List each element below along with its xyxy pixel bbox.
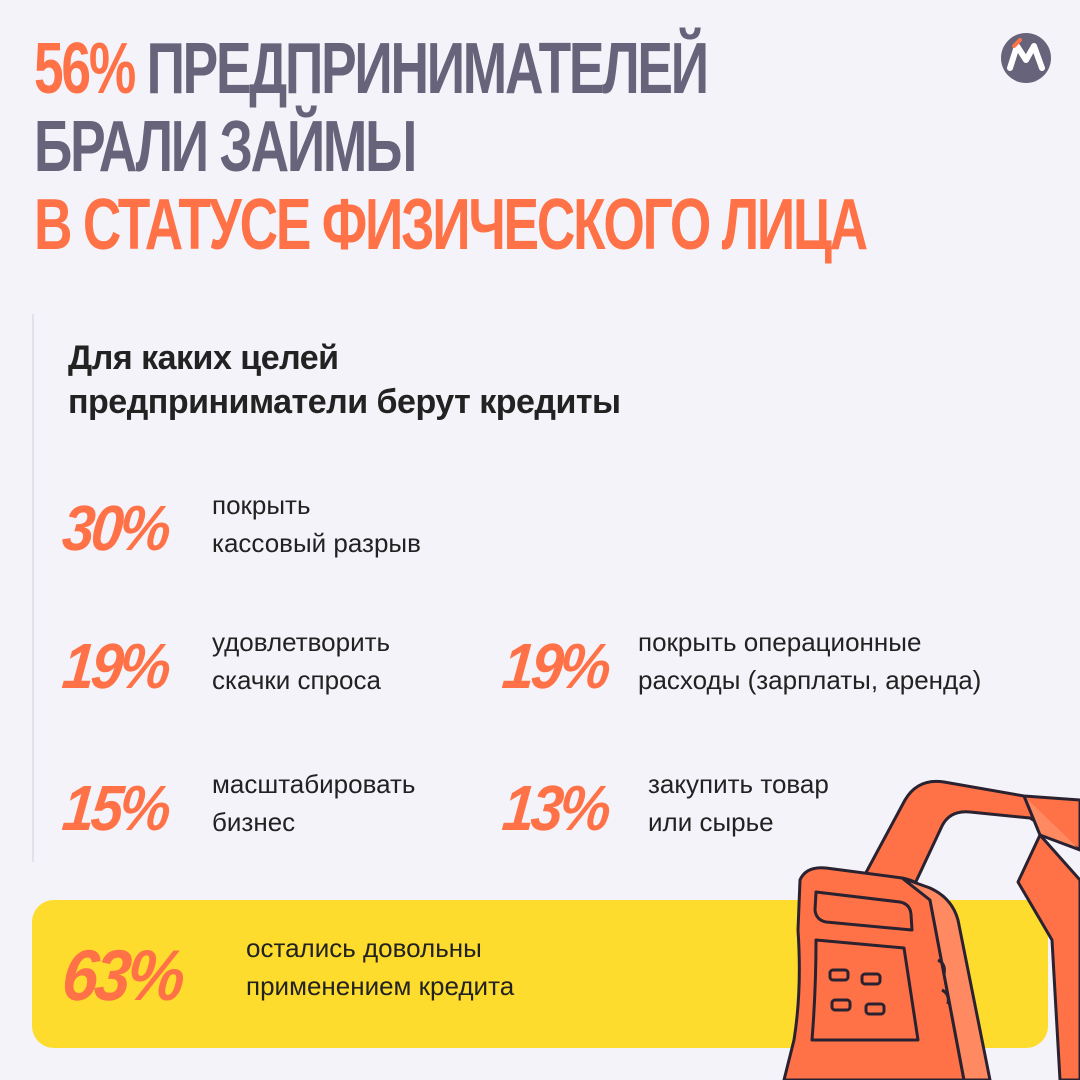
stat-description-line-1: закупить товар	[648, 769, 829, 799]
stat-description-line-1: покрыть	[212, 490, 311, 520]
brand-m-icon	[1001, 33, 1051, 83]
banner-description: остались довольны применением кредита	[246, 929, 514, 1005]
stat-description: закупить товар или сырье	[648, 765, 829, 841]
stat-description: удовлетворить скачки спроса	[212, 623, 390, 699]
headline-line-1-rest: ПРЕДПРИНИМАТЕЛЕЙ	[133, 29, 709, 109]
banner-description-line-1: остались довольны	[246, 933, 482, 963]
section-title-line-1: Для каких целей	[68, 339, 339, 377]
stat-description-line-2: расходы (зарплаты, аренда)	[638, 665, 982, 695]
stat-description-line-2: кассовый разрыв	[212, 528, 421, 558]
stat-description-line-2: или сырье	[648, 807, 774, 837]
stat-description: покрыть операционные расходы (зарплаты, …	[638, 623, 981, 699]
stat-description-line-1: покрыть операционные	[638, 627, 922, 657]
headline: 56% ПРЕДПРИНИМАТЕЛЕЙ БРАЛИ ЗАЙМЫ В СТАТУ…	[34, 30, 868, 265]
stat-description-line-2: бизнес	[212, 807, 296, 837]
stat-description-line-1: удовлетворить	[212, 627, 391, 657]
stat-description: покрыть кассовый разрыв	[212, 486, 421, 562]
stat-description: масштабировать бизнес	[212, 765, 415, 841]
headline-highlight: 56%	[34, 29, 136, 109]
headline-line-3: В СТАТУСЕ ФИЗИЧЕСКОГО ЛИЦА	[34, 185, 868, 265]
headline-line-2: БРАЛИ ЗАЙМЫ	[34, 107, 417, 187]
section-title: Для каких целей предприниматели берут кр…	[68, 336, 621, 424]
headline-line-1: 56% ПРЕДПРИНИМАТЕЛЕЙ	[34, 30, 866, 108]
stat-description-line-2: скачки спроса	[212, 665, 381, 695]
section-divider	[32, 314, 34, 862]
section-title-line-2: предприниматели берут кредиты	[68, 383, 621, 421]
banner-description-line-2: применением кредита	[246, 971, 515, 1001]
stat-description-line-1: масштабировать	[212, 769, 416, 799]
